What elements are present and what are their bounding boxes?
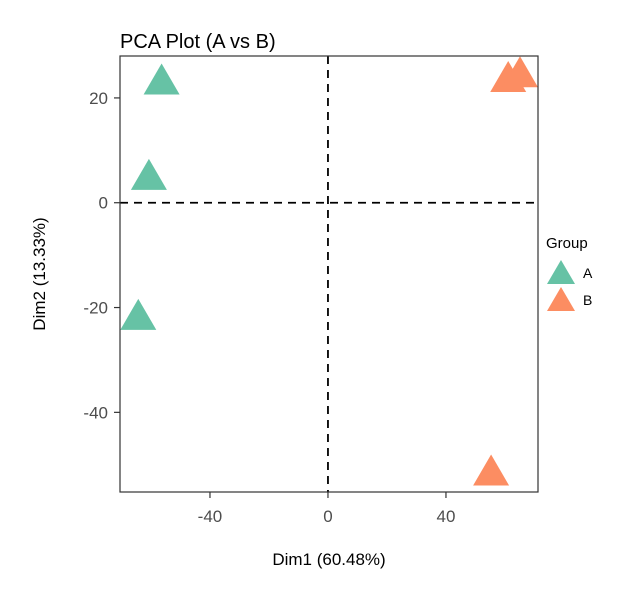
plot-area: [120, 56, 539, 492]
plot-border: [119, 55, 539, 493]
y-axis-label: Dim2 (13.33%): [30, 217, 49, 330]
x-tick-label: 0: [323, 507, 332, 526]
x-tick-label: 40: [437, 507, 456, 526]
legend: Group AB: [546, 235, 593, 311]
y-tick-label: -20: [83, 299, 108, 318]
data-point-b: [502, 56, 539, 88]
data-point-a: [130, 158, 167, 190]
data-point-a: [143, 63, 180, 95]
x-axis-label: Dim1 (60.48%): [272, 550, 385, 569]
y-tick-label: -40: [83, 403, 108, 422]
legend-title: Group: [546, 235, 588, 252]
data-point-a: [120, 298, 157, 330]
legend-marker-a: [547, 260, 575, 284]
y-tick-label: 20: [89, 89, 108, 108]
chart-title: PCA Plot (A vs B): [120, 31, 276, 53]
data-point-b: [473, 454, 510, 486]
legend-label-a: A: [583, 265, 593, 281]
legend-label-b: B: [583, 292, 592, 308]
x-axis: -40 0 40: [198, 492, 456, 526]
y-tick-label: 0: [99, 194, 108, 213]
y-axis: 20 0 -20 -40: [83, 89, 120, 422]
legend-marker-b: [547, 287, 575, 311]
x-tick-label: -40: [198, 507, 223, 526]
